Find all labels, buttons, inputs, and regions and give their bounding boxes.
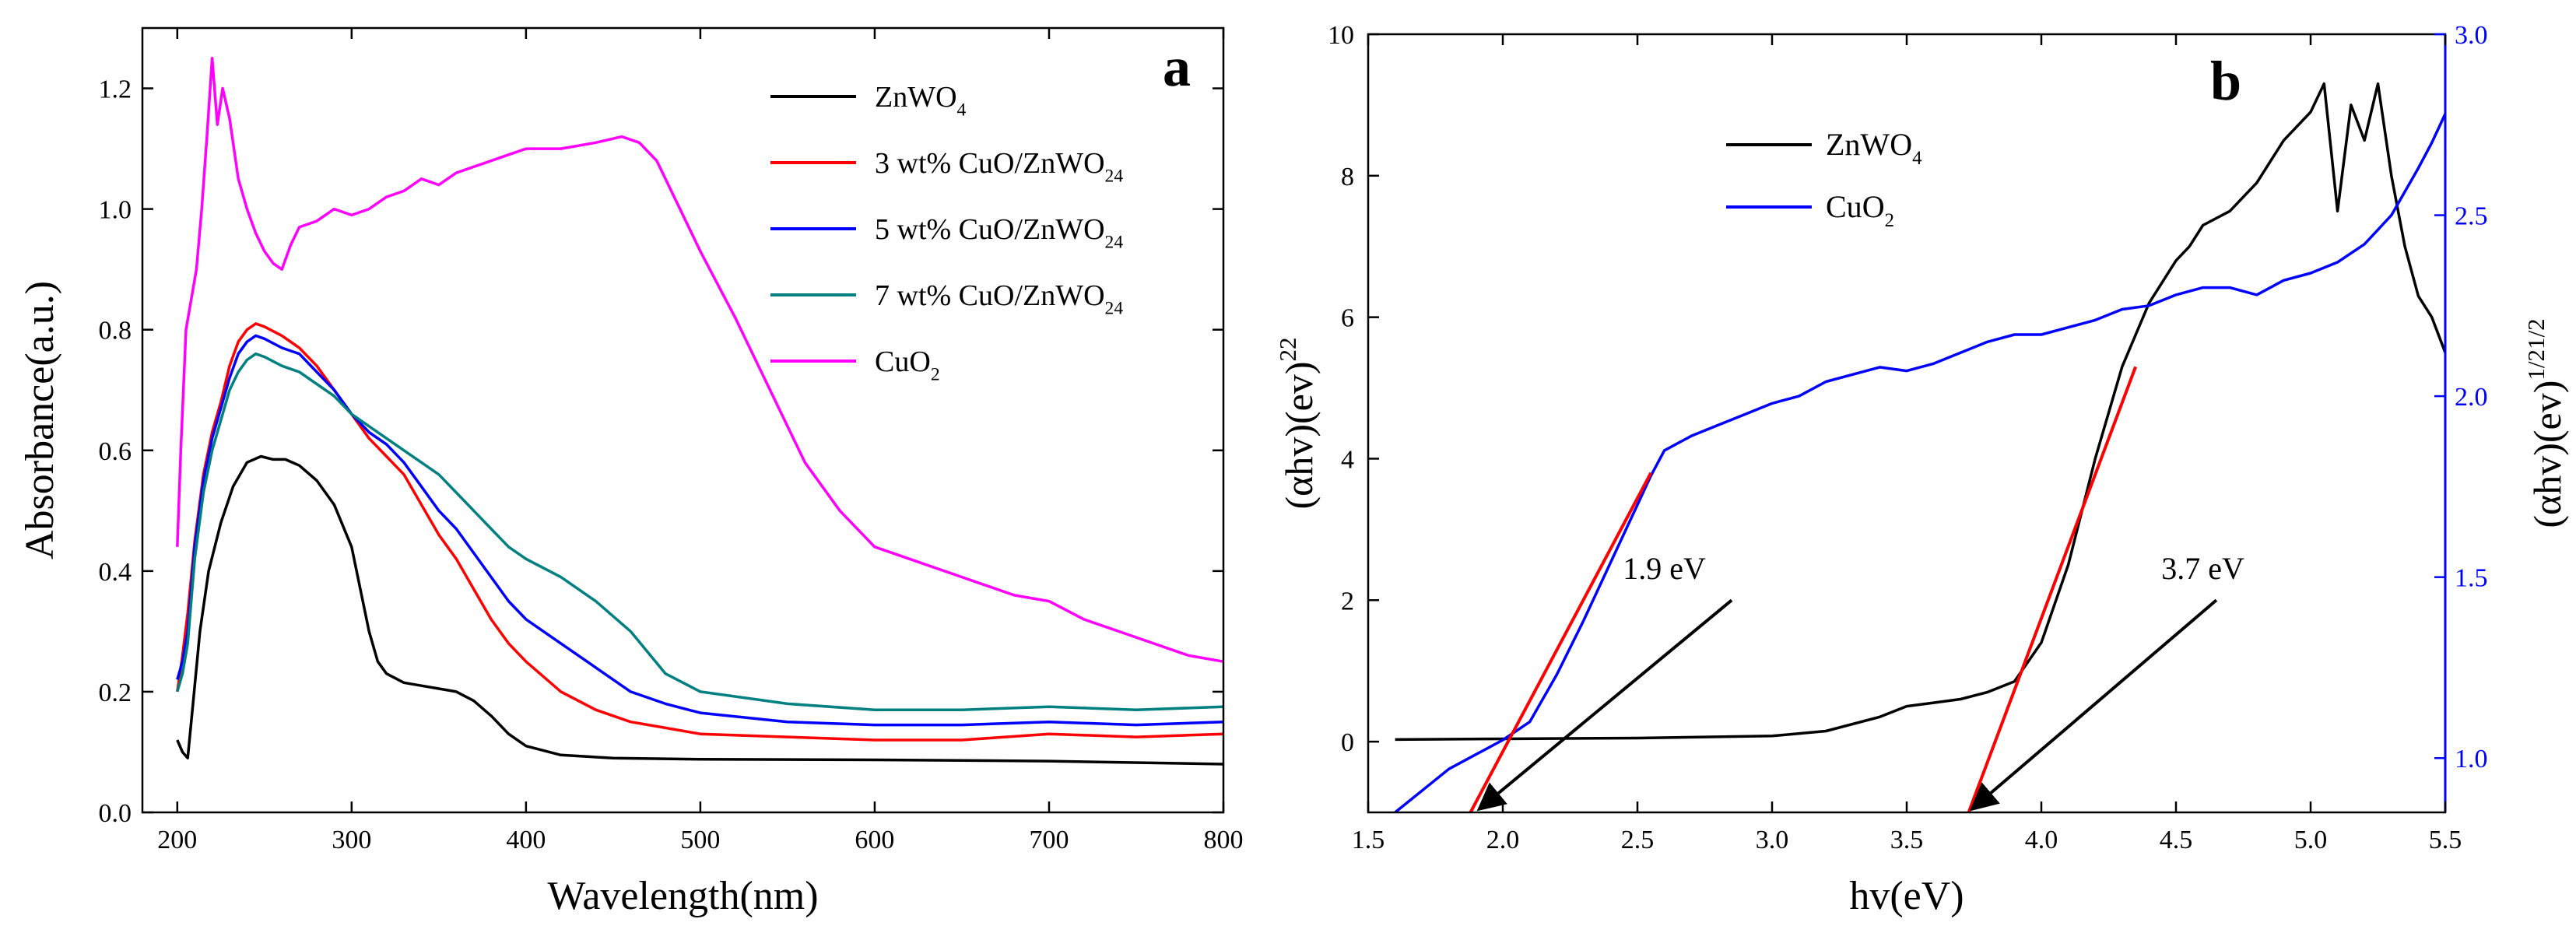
panel-b-right-y-axis-label-part: (αhv): [2525, 443, 2569, 528]
panel-b-left-y-axis-label-part: (αhv): [1277, 424, 1321, 510]
panel-a-legend-label-subscript: 4: [1114, 232, 1123, 252]
panel-a-y-tick-label: 1.0: [99, 196, 132, 225]
panel-b-x-tick-label: 3.0: [1756, 826, 1789, 854]
panel-b-x-tick-label: 4.0: [2025, 826, 2058, 854]
panel-a-legend-label-part: ZnWO: [875, 81, 957, 114]
panel-a-series-line-4: [176, 57, 1224, 663]
panel-b-right-y-axis-label-superscript: 1/2: [2522, 349, 2550, 381]
panel-a-series-line-1: [176, 322, 1224, 742]
panel-b-left-y-axis-label: (αhv)(ev)2​2​: [1274, 338, 1321, 510]
panel-a-series-line-2: [176, 334, 1224, 727]
panel-b-left-y-tick-label: 8: [1341, 163, 1354, 191]
panel-a-legend-label-subscript: 4: [1114, 166, 1123, 186]
panel-b-series-line-1: [1394, 113, 2445, 812]
panel-b-right-y-tick-label: 3.0: [2455, 21, 2488, 50]
panel-b-x-tick-label: 3.5: [1890, 826, 1924, 854]
panel-b-label: b: [2210, 50, 2241, 112]
panel-b-series-line-0: [1395, 82, 2445, 742]
panel-b-left-y-tick-label: 2: [1341, 587, 1354, 616]
panel-b-x-tick-label: 1.5: [1352, 826, 1385, 854]
panel-a-legend-label-subscript: 4: [957, 100, 967, 120]
panel-b-x-tick-label: 5.0: [2294, 826, 2328, 854]
panel-a-legend-label-part: 3 wt% Cu: [875, 147, 993, 180]
panel-a-legend-label-part: O/ZnWO: [993, 147, 1105, 180]
panel-b-right-y-axis-label-part: (ev): [2525, 381, 2569, 444]
panel-a-legend-label-subscript: 2: [931, 364, 940, 384]
panel-b-tangent-line-1: [1967, 366, 2137, 812]
panel-b-left-y-tick-label: 4: [1341, 445, 1354, 474]
panel-b-x-tick-label: 5.5: [2429, 826, 2462, 854]
panel-a-series-line-3: [176, 352, 1224, 711]
panel-b-x-axis-label: hv(eV): [1849, 874, 1964, 918]
panel-b-left-y-tick-label: 0: [1341, 728, 1354, 757]
panel-b-x-tick-label: 2.5: [1621, 826, 1655, 854]
panel-a-legend-label: 5 wt% CuO/ZnWO2​4​: [875, 213, 1123, 252]
panel-a-x-tick-label: 600: [855, 826, 894, 854]
panel-b-x-tick-label: 2.0: [1486, 826, 1520, 854]
panel-b-annotation-arrow: [1476, 598, 1733, 812]
panel-b-legend-label-part: ZnWO: [1826, 127, 1912, 162]
panel-a-legend-label: 7 wt% CuO/ZnWO2​4​: [875, 279, 1123, 318]
panel-a-y-tick-label: 0.6: [99, 437, 132, 466]
panel-b-tauc-plot: 1.5 2.0 2.5 3.0 3.5 4.0 4.5 5.0 5.5 0 2 4 6 8 10 1.0 1.5…: [1274, 21, 2569, 918]
panel-b-annotation-label: 3.7 eV: [2161, 551, 2244, 586]
panel-a-x-tick-label: 700: [1029, 826, 1069, 854]
panel-a-series-line-0: [176, 454, 1224, 766]
panel-b-tangent-line-0: [1469, 472, 1653, 812]
panel-b-legend-label-part: O: [1862, 189, 1885, 224]
panel-a-legend-label-subscript: 2: [1105, 232, 1114, 252]
panel-a-legend-label-part: 7 wt% Cu: [875, 279, 993, 312]
panel-a-legend-label-subscript: 2: [1105, 298, 1114, 318]
panel-a-y-tick-label: 1.2: [99, 75, 132, 104]
panel-a-y-tick-label: 0.8: [99, 317, 132, 345]
panel-a-x-tick-label: 800: [1204, 826, 1244, 854]
panel-b-left-y-axis-label-superscript: 2: [1274, 338, 1301, 350]
panel-a-y-axis-label: Absorbance(a.u.): [18, 281, 62, 559]
panel-a-x-tick-label: 200: [157, 826, 197, 854]
panel-b-right-y-tick-label: 1.0: [2455, 745, 2488, 773]
panel-b-left-y-tick-label: 6: [1341, 304, 1354, 333]
panel-a-y-tick-label: 0.0: [99, 799, 132, 828]
panel-b-right-y-axis-label-superscript: 1/2: [2522, 318, 2550, 349]
panel-b-legend-label-subscript: 4: [1912, 148, 1922, 169]
panel-b-left-y-axis-label-superscript: 2: [1274, 349, 1301, 362]
panel-a-plot-frame: [141, 26, 1225, 814]
panel-b-right-y-tick-label: 2.0: [2455, 383, 2488, 412]
panel-b-left-y-tick-label: 10: [1328, 21, 1354, 50]
panel-a-y-tick-label: 0.4: [99, 558, 132, 587]
panel-b-annotation-arrow: [1969, 598, 2218, 812]
panel-a-x-tick-label: 400: [506, 826, 546, 854]
panel-b-legend-label: ZnWO4​: [1826, 127, 1922, 169]
panel-b-legend-label: CuO2​: [1826, 189, 1894, 231]
panel-b-right-y-tick-label: 2.5: [2455, 202, 2488, 231]
panel-a-legend-label: ZnWO4​: [875, 81, 967, 120]
panel-a-legend-label-part: O: [909, 345, 930, 378]
panel-a-legend-label-part: Cu: [875, 345, 909, 378]
panel-a-x-axis-label: Wavelength(nm): [547, 874, 818, 918]
panel-b-x-tick-label: 4.5: [2160, 826, 2193, 854]
panel-a-absorbance-chart: 200 300 400 500 600 700 800 0.0 0.2 0.4 0.6 0.8 1.0 1…: [18, 26, 1244, 918]
panel-a-y-tick-label: 0.2: [99, 679, 132, 707]
panel-a-legend-label-subscript: 2: [1105, 166, 1114, 186]
panel-b-right-y-tick-label: 1.5: [2455, 564, 2488, 593]
panel-a-legend-label: CuO2​: [875, 345, 940, 384]
panel-a-legend-label: 3 wt% CuO/ZnWO2​4​: [875, 147, 1123, 186]
panel-a-x-tick-label: 500: [680, 826, 720, 854]
panel-b-legend-label-subscript: 2: [1885, 210, 1894, 231]
panel-b-annotation-label: 1.9 eV: [1623, 551, 1706, 586]
panel-b-right-y-axis-label: (αhv)(ev)1/2​1/2​: [2522, 318, 2569, 528]
panel-b-legend-label-part: Cu: [1826, 189, 1862, 224]
panel-a-label: a: [1163, 36, 1191, 98]
panel-a-legend-label-part: O/ZnWO: [993, 213, 1105, 246]
panel-a-legend-label-part: O/ZnWO: [993, 279, 1105, 312]
panel-a-x-tick-label: 300: [332, 826, 371, 854]
panel-b-left-y-axis-label-part: (ev): [1277, 362, 1321, 425]
panel-a-legend-label-part: 5 wt% Cu: [875, 213, 993, 246]
panel-a-legend-label-subscript: 4: [1114, 298, 1123, 318]
panel-b-plot-area: [1394, 82, 2445, 812]
